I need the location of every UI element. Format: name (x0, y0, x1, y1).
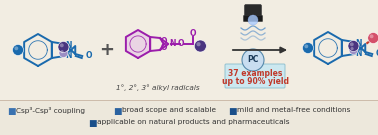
Text: ■: ■ (7, 107, 15, 116)
Circle shape (350, 42, 354, 46)
Text: ■: ■ (228, 107, 237, 116)
Text: Csp³-Csp³ coupling: Csp³-Csp³ coupling (16, 107, 85, 114)
Text: 37 examples: 37 examples (228, 68, 282, 77)
Text: +: + (99, 41, 115, 59)
Circle shape (304, 44, 308, 48)
Text: N: N (355, 38, 362, 48)
Circle shape (302, 43, 313, 53)
Polygon shape (126, 30, 150, 58)
Circle shape (12, 45, 23, 55)
Circle shape (349, 45, 358, 55)
Text: N: N (65, 40, 72, 50)
Text: PC: PC (247, 55, 259, 65)
Circle shape (60, 50, 64, 53)
Text: 1°, 2°, 3° alkyl radicals: 1°, 2°, 3° alkyl radicals (116, 85, 200, 91)
FancyBboxPatch shape (0, 100, 378, 135)
Circle shape (350, 47, 354, 50)
FancyBboxPatch shape (243, 16, 262, 21)
Text: up to 90% yield: up to 90% yield (222, 77, 288, 85)
Circle shape (368, 33, 378, 43)
Text: mild and metal-free conditions: mild and metal-free conditions (237, 107, 350, 113)
Circle shape (197, 42, 201, 46)
Text: O: O (161, 43, 167, 51)
Text: O: O (161, 36, 167, 45)
Text: N: N (169, 40, 176, 48)
Circle shape (60, 43, 64, 47)
Text: N: N (355, 48, 362, 58)
Text: O: O (190, 30, 197, 38)
Circle shape (59, 48, 68, 58)
Text: O: O (178, 40, 184, 48)
Text: ■: ■ (88, 119, 96, 128)
Text: O: O (375, 50, 378, 58)
Circle shape (348, 40, 359, 51)
FancyBboxPatch shape (225, 64, 285, 88)
Text: N: N (65, 50, 72, 60)
Circle shape (248, 15, 258, 25)
Circle shape (370, 34, 373, 38)
Circle shape (194, 40, 206, 52)
Text: O: O (85, 51, 92, 60)
Text: broad scope and scalable: broad scope and scalable (122, 107, 216, 113)
FancyBboxPatch shape (245, 4, 262, 19)
Circle shape (58, 41, 69, 53)
Text: applicable on natural products and pharmaceuticals: applicable on natural products and pharm… (97, 119, 290, 125)
Text: ■: ■ (113, 107, 121, 116)
Circle shape (14, 46, 18, 50)
Circle shape (242, 49, 264, 71)
